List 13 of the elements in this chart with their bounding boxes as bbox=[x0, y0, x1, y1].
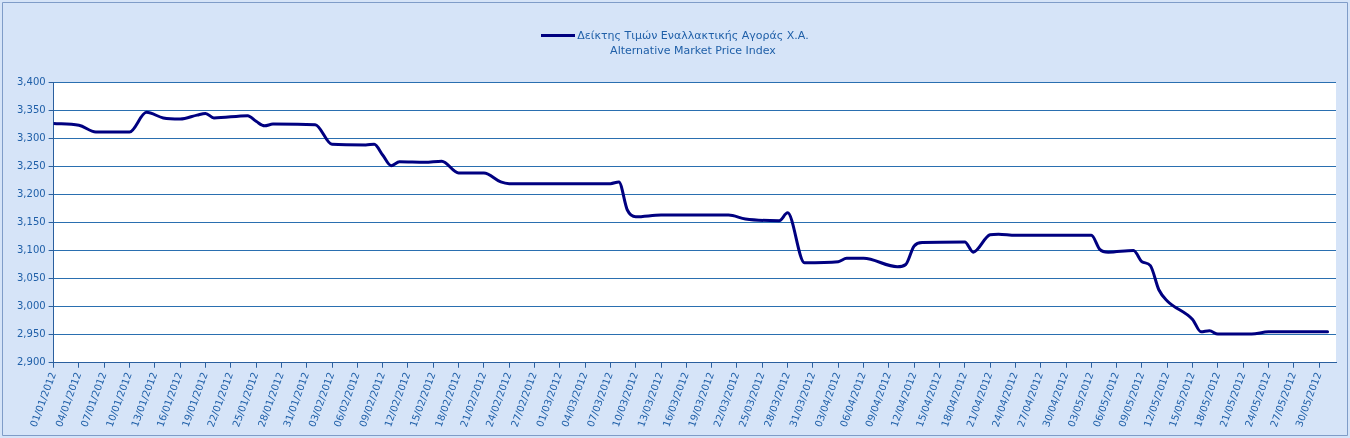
legend-label: Δείκτης Τιμών Εναλλακτικής Αγοράς Χ.Α. Alternative Market Price Index bbox=[577, 28, 809, 58]
y-tick-label: 3,100 bbox=[16, 244, 46, 256]
y-tick-label: 3,300 bbox=[16, 131, 46, 143]
y-tick-label: 3,400 bbox=[16, 75, 46, 87]
y-tick-label: 2,900 bbox=[16, 356, 46, 368]
line-series bbox=[53, 110, 1330, 336]
y-tick-label: 2,950 bbox=[16, 328, 46, 340]
y-tick-label: 3,050 bbox=[16, 272, 46, 284]
y-tick-label: 3,150 bbox=[16, 215, 46, 227]
y-tick-label: 3,200 bbox=[16, 187, 46, 199]
y-tick-label: 3,000 bbox=[16, 300, 46, 312]
y-tick-label: 3,350 bbox=[16, 103, 46, 115]
y-tick-label: 3,250 bbox=[16, 159, 46, 171]
